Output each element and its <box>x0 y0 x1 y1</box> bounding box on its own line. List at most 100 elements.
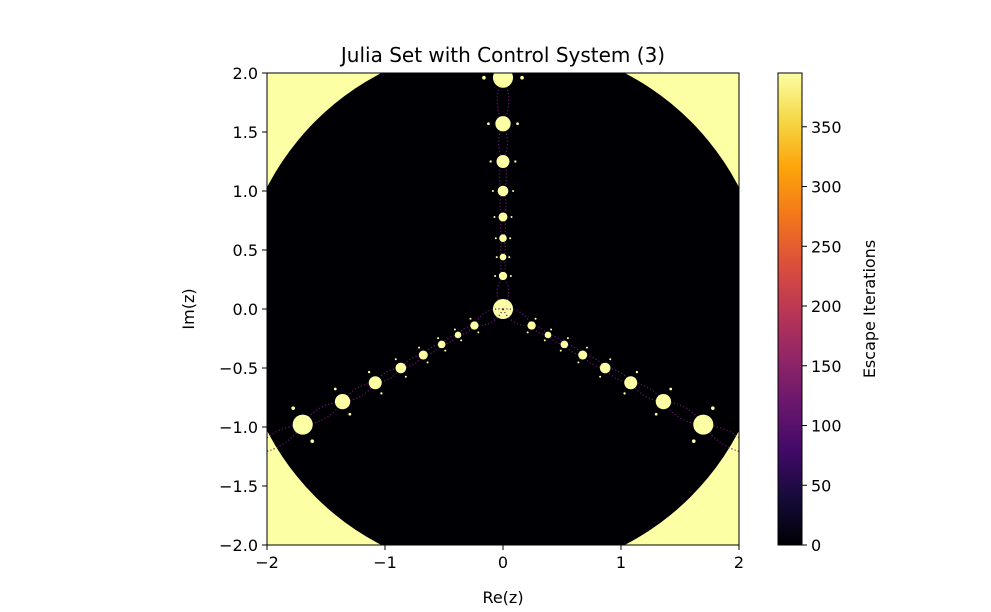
x-tick-label: 1 <box>616 553 626 572</box>
side-bulb-arm-0-3 <box>509 237 512 240</box>
y-tick-label: 2.0 <box>233 64 258 83</box>
bulb-arm-1-8 <box>292 414 313 435</box>
colorbar-tick-label: 350 <box>811 118 842 137</box>
filament-arm-0-3 <box>502 216 507 239</box>
x-tick-label: 0 <box>498 553 508 572</box>
colorbar-tick-label: 150 <box>811 357 842 376</box>
side-bulb-arm-1-6 <box>380 392 383 395</box>
side-bulb-arm-2-3 <box>566 337 569 340</box>
side-bulb-arm-2-3 <box>559 349 562 352</box>
side-bulb-arm-1-4 <box>418 346 421 349</box>
y-tick-label: 0.0 <box>233 300 258 319</box>
filament-arm-0-0 <box>496 275 504 310</box>
side-bulb-arm-2-6 <box>635 370 639 374</box>
bulb-arm-2-7 <box>655 393 672 410</box>
side-bulb-arm-0-7 <box>487 122 490 126</box>
side-bulb-arm-0-1 <box>494 274 497 277</box>
bulb-arm-0-1 <box>498 271 508 281</box>
bulb-arm-2-1 <box>527 321 536 330</box>
side-bulb-arm-1-8 <box>310 439 315 443</box>
filament-arm-2-0 <box>502 308 532 327</box>
colorbar-tick-label: 0 <box>811 536 821 555</box>
bulb-arm-0-4 <box>498 212 508 222</box>
side-bulb-arm-0-5 <box>491 190 494 192</box>
side-bulb-arm-2-7 <box>669 387 673 391</box>
x-tick-label: −2 <box>255 553 279 572</box>
bulb-arm-1-6 <box>368 376 382 390</box>
y-axis-label: Im(z) <box>179 288 198 329</box>
x-tick-label: −1 <box>373 553 397 572</box>
bulb-arm-1-4 <box>418 350 428 360</box>
bulb-arm-1-1 <box>470 321 479 330</box>
side-bulb-arm-2-5 <box>609 358 612 361</box>
bulb-arm-2-8 <box>693 414 714 435</box>
plot-area: −2 −1 0 1 2 −2.0 −1.5 −1.0 −0.5 0.0 0.5 1.0 1.5 2.0 <box>219 64 744 572</box>
bulb-arm-1-3 <box>437 340 446 349</box>
side-bulb-arm-0-6 <box>489 160 492 163</box>
side-bulb-arm-0-4 <box>510 215 513 218</box>
side-bulb-arm-0-3 <box>494 237 497 240</box>
side-bulb-arm-2-6 <box>623 392 626 395</box>
side-bulb-arm-2-8 <box>711 406 715 410</box>
side-bulb-arm-2-7 <box>654 412 658 416</box>
filament-arm-1-3 <box>423 344 443 356</box>
colorbar-tick-label: 250 <box>811 237 842 256</box>
side-bulb-arm-0-5 <box>512 190 515 192</box>
bulb-arm-0-3 <box>499 234 507 242</box>
y-tick-label: −0.5 <box>219 359 258 378</box>
side-bulb-arm-0-7 <box>516 122 519 126</box>
side-bulb-arm-2-2 <box>543 339 546 342</box>
colorbar-tick-label: 300 <box>811 178 842 197</box>
y-tick-label: 1.0 <box>233 182 258 201</box>
bulb-arm-1-2 <box>454 331 462 339</box>
colorbar-frame <box>777 72 803 546</box>
colorbar: 0 50 100 150 200 250 300 350 <box>777 72 842 555</box>
side-bulb-arm-2-8 <box>691 439 696 443</box>
side-bulb-arm-0-2 <box>508 256 511 259</box>
bulb-arm-2-4 <box>578 350 588 360</box>
colorbar-gradient <box>778 73 802 545</box>
bulb-arm-2-5 <box>599 362 611 374</box>
filament-arm-0-3 <box>499 216 504 239</box>
side-bulb-arm-0-6 <box>514 160 517 163</box>
side-bulb-arm-2-5 <box>599 375 602 378</box>
side-bulb-arm-2-1 <box>526 331 529 334</box>
y-tick-label: −1.0 <box>219 418 258 437</box>
side-bulb-arm-0-2 <box>495 256 498 259</box>
chart-title: Julia Set with Control System (3) <box>339 43 665 67</box>
bulb-arm-0-6 <box>496 155 510 168</box>
colorbar-label: Escape Iterations <box>860 240 879 378</box>
side-bulb-arm-2-4 <box>577 361 580 364</box>
side-bulb-arm-0-4 <box>493 215 496 218</box>
y-tick-label: −2.0 <box>219 536 258 555</box>
side-bulb-arm-2-2 <box>550 328 553 331</box>
side-bulb-arm-1-3 <box>444 349 447 352</box>
bulb-arm-2-2 <box>544 331 552 339</box>
side-bulb-arm-1-5 <box>404 375 407 378</box>
x-axis-label: Re(z) <box>482 588 523 607</box>
bulb-arm-0-5 <box>497 185 509 197</box>
side-bulb-arm-1-1 <box>477 331 480 334</box>
side-bulb-arm-2-4 <box>585 346 588 349</box>
bulb-arm-1-5 <box>395 362 407 374</box>
filament-arm-1-0 <box>474 308 504 327</box>
side-bulb-arm-1-1 <box>469 317 472 320</box>
filament-arm-1-3 <box>422 343 442 356</box>
side-bulb-arm-2-1 <box>534 317 537 320</box>
y-tick-label: −1.5 <box>219 477 258 496</box>
side-bulb-arm-1-3 <box>437 337 440 340</box>
x-tick-label: 2 <box>734 553 744 572</box>
side-bulb-arm-0-8 <box>482 75 486 80</box>
bulb-arm-1-7 <box>334 393 351 410</box>
side-bulb-arm-1-7 <box>348 412 352 416</box>
filament-arm-2-3 <box>563 344 583 356</box>
bulb-arm-2-3 <box>560 340 569 349</box>
y-tick-label: 1.5 <box>233 123 258 142</box>
side-bulb-arm-1-6 <box>367 370 371 374</box>
colorbar-tick-label: 200 <box>811 297 842 316</box>
side-bulb-arm-0-8 <box>520 75 524 80</box>
bulb-arm-0-8 <box>492 73 514 88</box>
side-bulb-arm-1-2 <box>453 328 456 331</box>
